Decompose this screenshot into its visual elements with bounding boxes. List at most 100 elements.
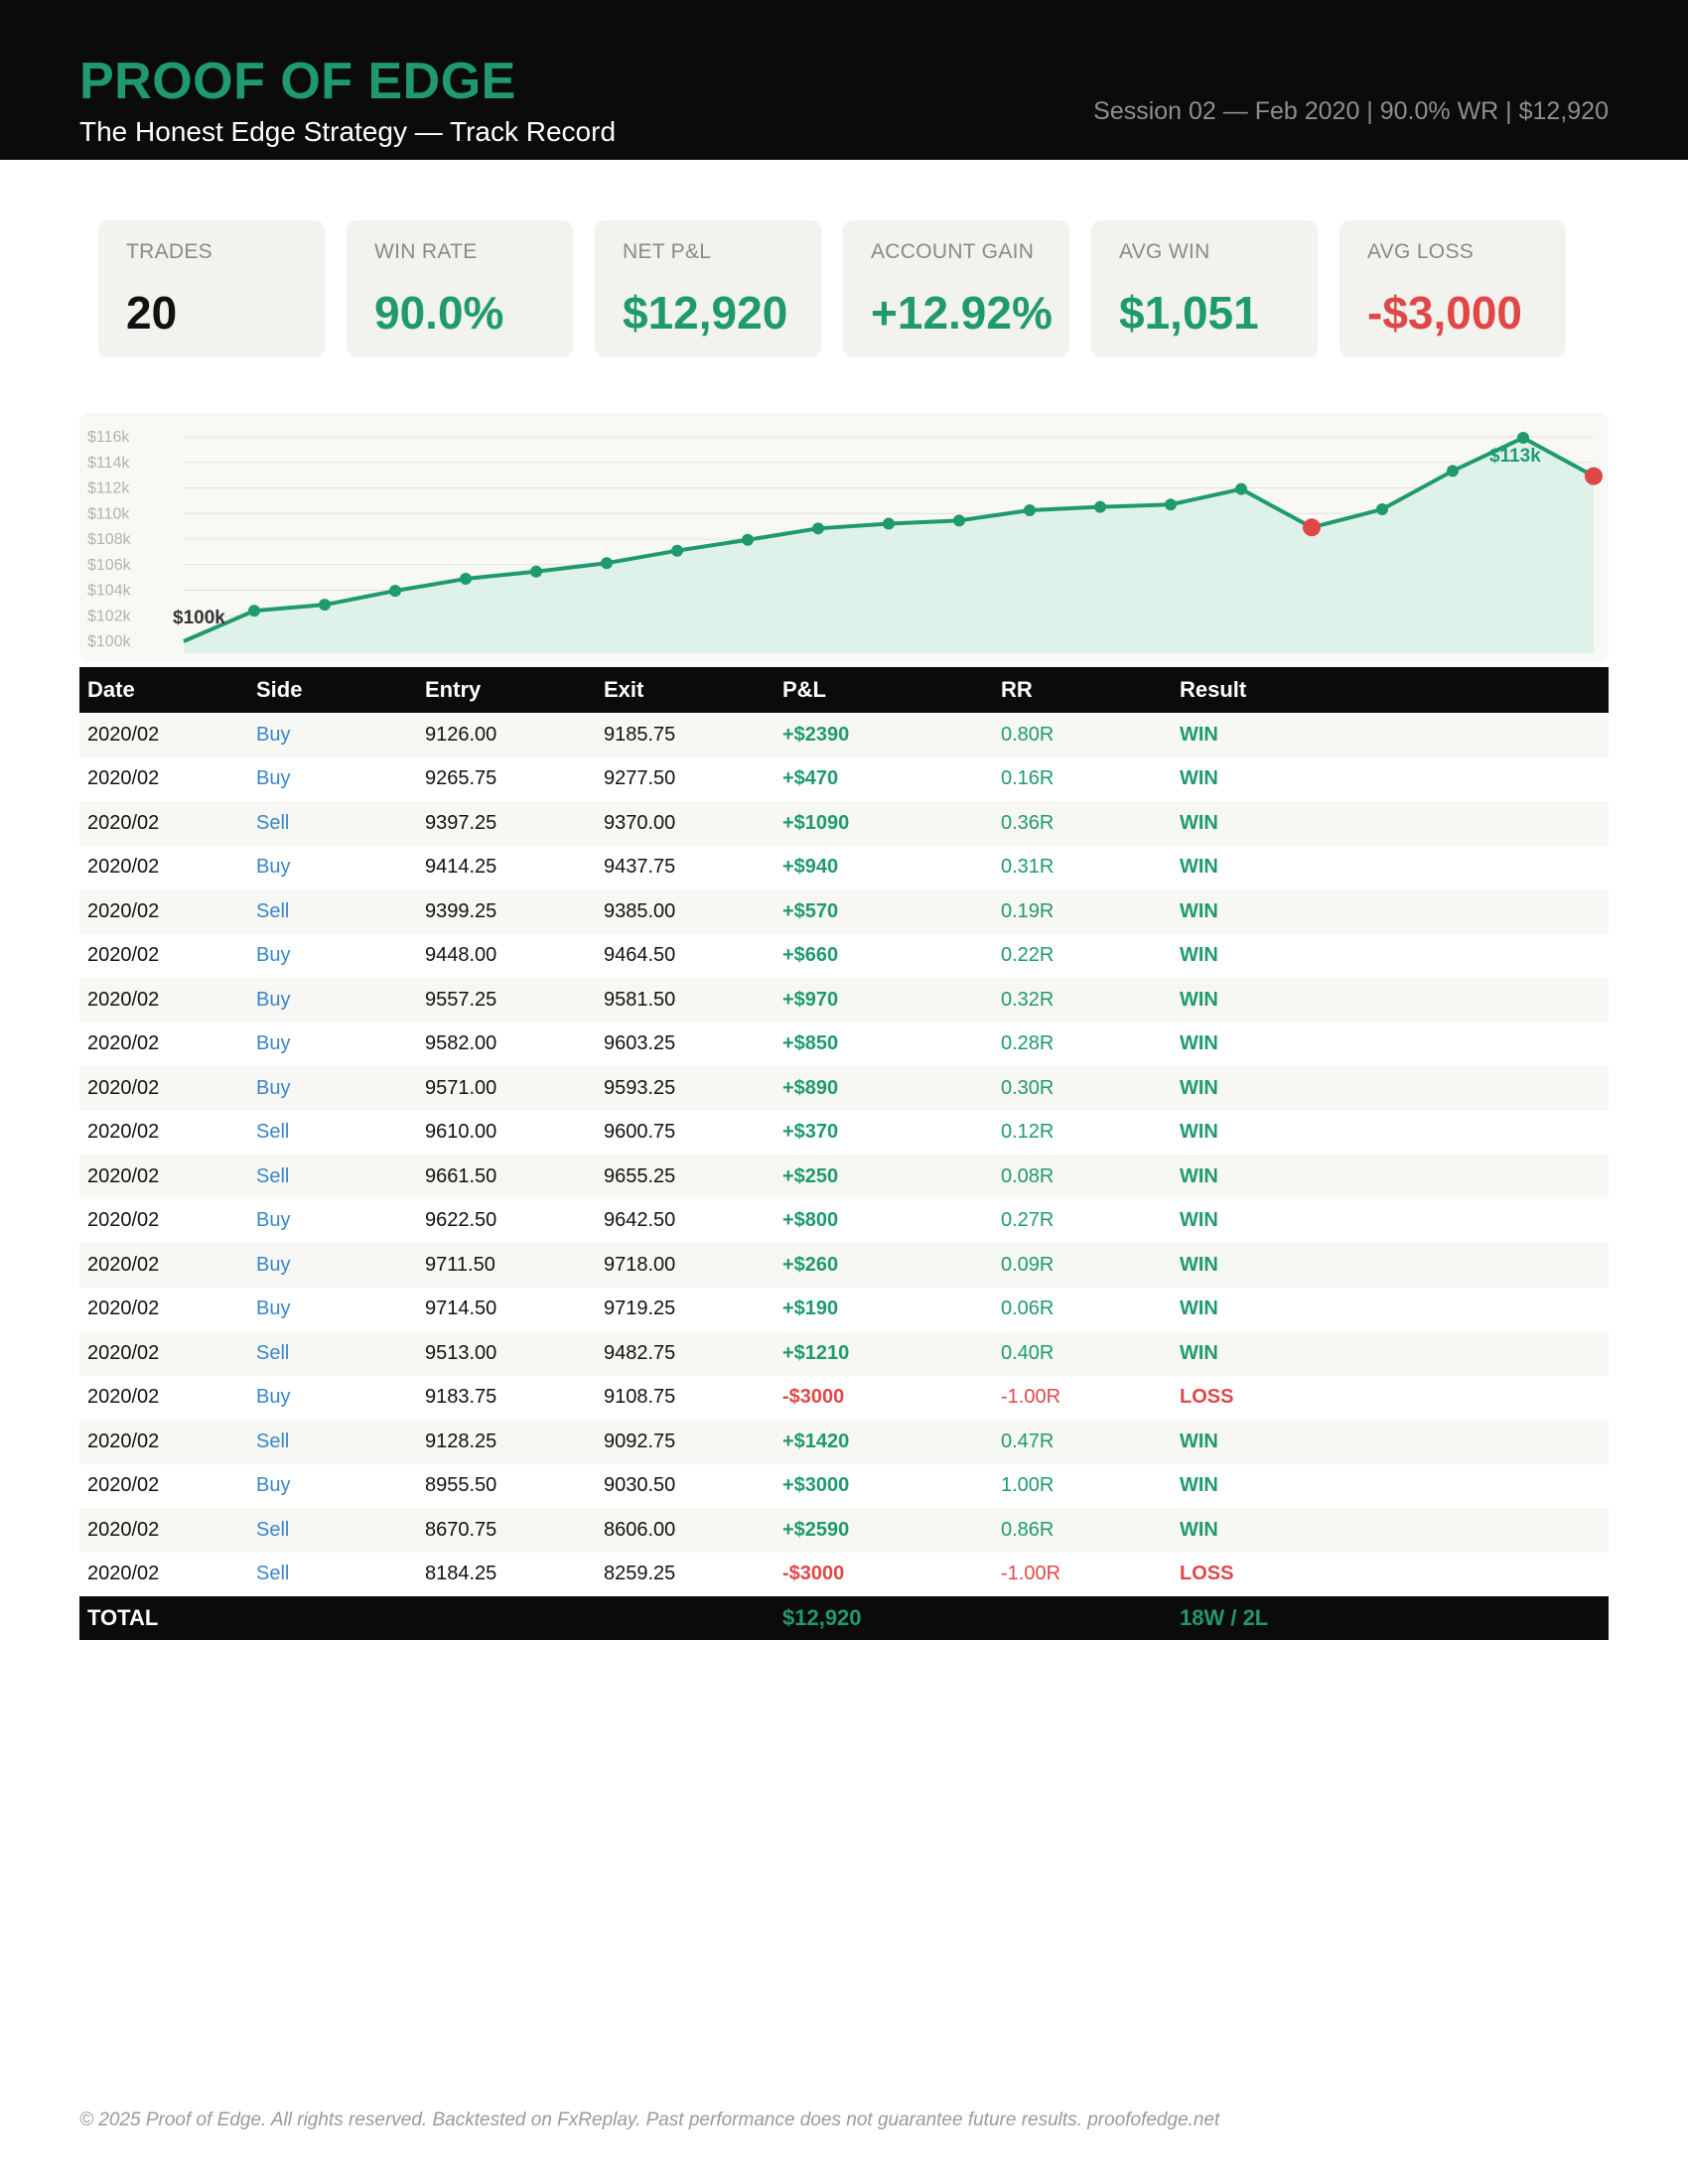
cell-date: 2020/02 — [79, 1331, 248, 1376]
stat-card-win-rate: WIN RATE 90.0% — [347, 220, 573, 357]
cell-date: 2020/02 — [79, 1375, 248, 1420]
table-row: 2020/02 Sell 9399.25 9385.00 +$570 0.19R WIN — [79, 889, 1609, 934]
cell-date: 2020/02 — [79, 801, 248, 846]
y-tick-label: $112k — [87, 480, 130, 497]
cell-result: WIN — [1172, 1463, 1609, 1508]
cell-date: 2020/02 — [79, 889, 248, 934]
cell-date: 2020/02 — [79, 1463, 248, 1508]
stat-value: $1,051 — [1119, 287, 1259, 339]
cell-exit: 9603.25 — [596, 1022, 774, 1066]
cell-entry: 9448.00 — [417, 933, 596, 978]
cell-pnl: -$3000 — [774, 1375, 993, 1420]
cell-entry: 9126.00 — [417, 713, 596, 757]
cell-date: 2020/02 — [79, 756, 248, 801]
cell-exit: 8606.00 — [596, 1508, 774, 1553]
equity-point — [742, 533, 754, 546]
cell-pnl: +$370 — [774, 1110, 993, 1155]
y-tick-label: $102k — [87, 608, 132, 624]
cell-result: WIN — [1172, 1155, 1609, 1199]
loss-point — [1585, 467, 1603, 485]
cell-entry: 9610.00 — [417, 1110, 596, 1155]
column-header-result: Result — [1172, 667, 1609, 713]
cell-rr: -1.00R — [993, 1375, 1172, 1420]
stat-card-account-gain: ACCOUNT GAIN +12.92% — [843, 220, 1069, 357]
cell-exit: 9370.00 — [596, 801, 774, 846]
cell-entry: 8955.50 — [417, 1463, 596, 1508]
table-row: 2020/02 Sell 9397.25 9370.00 +$1090 0.36R WIN — [79, 801, 1609, 846]
equity-point — [248, 605, 260, 617]
cell-result: LOSS — [1172, 1552, 1609, 1596]
trades-table: Date Side Entry Exit P&L RR Result 2020/… — [79, 667, 1609, 1640]
cell-pnl: +$3000 — [774, 1463, 993, 1508]
table-row: 2020/02 Sell 9661.50 9655.25 +$250 0.08R WIN — [79, 1155, 1609, 1199]
cell-entry: 9414.25 — [417, 845, 596, 889]
cell-side: Buy — [248, 1066, 417, 1111]
start-value-label: $100k — [173, 608, 225, 628]
equity-point — [883, 517, 895, 530]
equity-point — [1376, 503, 1388, 516]
header-bar: PROOF OF EDGE The Honest Edge Strategy —… — [0, 0, 1688, 160]
equity-point — [460, 573, 472, 586]
cell-side: Sell — [248, 1552, 417, 1596]
stat-label: AVG LOSS — [1367, 240, 1475, 263]
cell-rr: 0.08R — [993, 1155, 1172, 1199]
total-empty-cell — [417, 1596, 596, 1640]
cell-date: 2020/02 — [79, 1066, 248, 1111]
cell-pnl: +$190 — [774, 1287, 993, 1331]
cell-date: 2020/02 — [79, 978, 248, 1023]
cell-result: WIN — [1172, 1110, 1609, 1155]
cell-result: WIN — [1172, 978, 1609, 1023]
total-empty-cell — [596, 1596, 774, 1640]
table-row: 2020/02 Buy 9448.00 9464.50 +$660 0.22R WIN — [79, 933, 1609, 978]
stat-label: WIN RATE — [374, 240, 478, 263]
cell-date: 2020/02 — [79, 713, 248, 757]
cell-entry: 9711.50 — [417, 1243, 596, 1288]
cell-side: Buy — [248, 756, 417, 801]
cell-side: Buy — [248, 1198, 417, 1243]
equity-point — [1024, 504, 1036, 517]
cell-result: WIN — [1172, 1022, 1609, 1066]
cell-exit: 9185.75 — [596, 713, 774, 757]
cell-pnl: +$970 — [774, 978, 993, 1023]
equity-point — [1447, 465, 1459, 478]
y-tick-label: $106k — [87, 557, 132, 574]
cell-pnl: +$1210 — [774, 1331, 993, 1376]
cell-rr: 0.22R — [993, 933, 1172, 978]
cell-rr: 0.09R — [993, 1243, 1172, 1288]
equity-point — [389, 585, 401, 598]
table-row: 2020/02 Sell 9128.25 9092.75 +$1420 0.47R WIN — [79, 1420, 1609, 1464]
equity-point — [671, 544, 683, 557]
cell-result: WIN — [1172, 1331, 1609, 1376]
stat-value: -$3,000 — [1367, 287, 1523, 339]
cell-side: Buy — [248, 1243, 417, 1288]
cell-entry: 9128.25 — [417, 1420, 596, 1464]
cell-rr: 1.00R — [993, 1463, 1172, 1508]
cell-entry: 9399.25 — [417, 889, 596, 934]
table-row: 2020/02 Buy 9126.00 9185.75 +$2390 0.80R WIN — [79, 713, 1609, 757]
table-row: 2020/02 Buy 9622.50 9642.50 +$800 0.27R WIN — [79, 1198, 1609, 1243]
y-tick-label: $108k — [87, 531, 132, 548]
stat-label: TRADES — [126, 240, 212, 263]
page-subtitle: The Honest Edge Strategy — Track Record — [79, 116, 617, 147]
cell-exit: 9030.50 — [596, 1463, 774, 1508]
cell-entry: 9714.50 — [417, 1287, 596, 1331]
cell-rr: 0.32R — [993, 978, 1172, 1023]
cell-pnl: +$800 — [774, 1198, 993, 1243]
cell-exit: 9642.50 — [596, 1198, 774, 1243]
equity-curve-svg: $100k $102k $104k $106k $108k $110k $112k $114k… — [87, 429, 1603, 653]
cell-side: Buy — [248, 1022, 417, 1066]
cell-exit: 9718.00 — [596, 1243, 774, 1288]
stat-card-avg-win: AVG WIN $1,051 — [1091, 220, 1318, 357]
table-row: 2020/02 Sell 8184.25 8259.25 -$3000 -1.00R LOS… — [79, 1552, 1609, 1596]
equity-point — [319, 599, 331, 612]
cell-pnl: +$850 — [774, 1022, 993, 1066]
cell-exit: 8259.25 — [596, 1552, 774, 1596]
cell-side: Buy — [248, 1463, 417, 1508]
table-row: 2020/02 Sell 9513.00 9482.75 +$1210 0.40R WIN — [79, 1331, 1609, 1376]
session-summary: Session 02 — Feb 2020 | 90.0% WR | $12,9… — [1093, 97, 1609, 125]
stat-card-trades: TRADES 20 — [98, 220, 325, 357]
column-header-date: Date — [79, 667, 248, 713]
cell-exit: 9581.50 — [596, 978, 774, 1023]
cell-pnl: +$2390 — [774, 713, 993, 757]
footer-disclaimer: © 2025 Proof of Edge. All rights reserve… — [79, 2110, 1220, 2130]
